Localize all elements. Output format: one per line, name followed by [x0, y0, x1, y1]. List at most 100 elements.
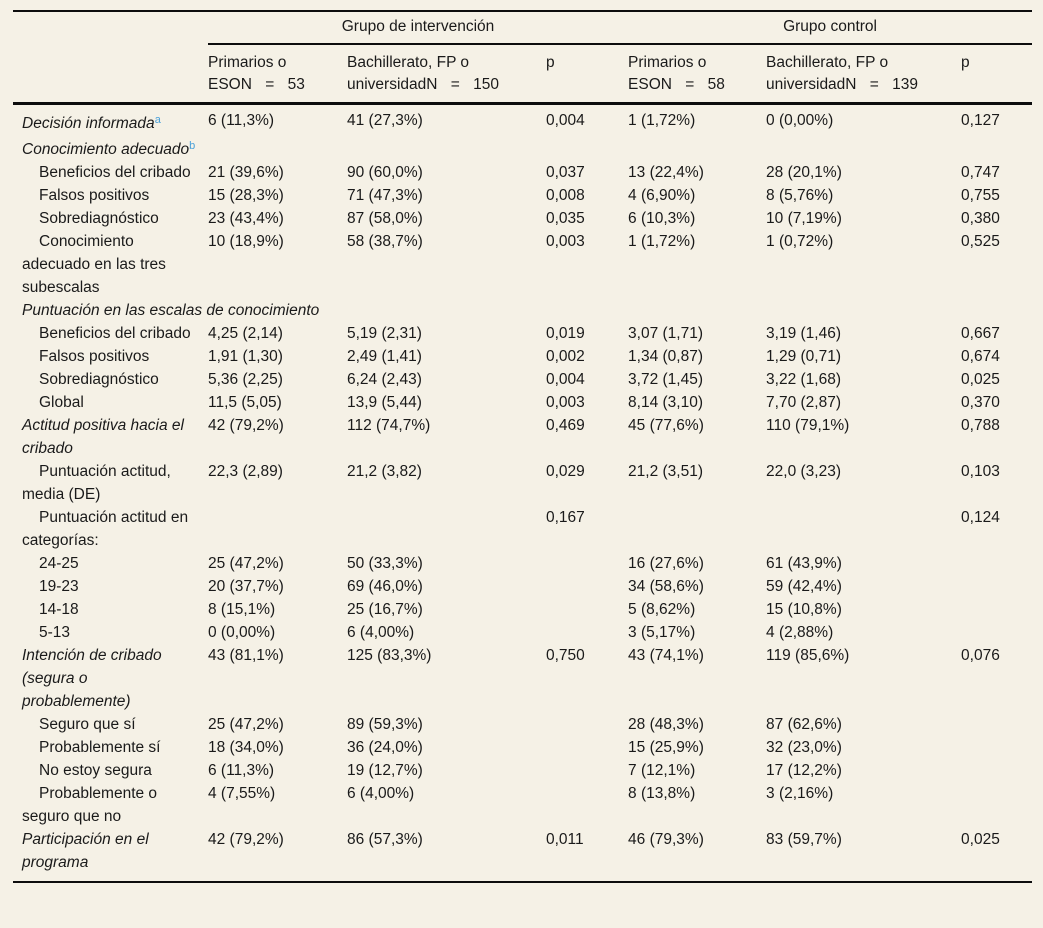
value-cell: 112 (74,7%)	[347, 417, 431, 434]
p-value-cell: 0,525	[961, 233, 1000, 250]
value-cell: 3,22 (1,68)	[766, 371, 841, 388]
p-value-cell: 0,076	[961, 647, 1000, 664]
row-label: Conocimiento adecuadob	[22, 140, 196, 158]
value-cell: 8 (5,76%)	[766, 187, 834, 204]
empty-cell	[961, 621, 1032, 644]
row-label-cell: Probablemente o seguro que no	[13, 782, 208, 828]
row-label: 24-25	[39, 555, 79, 572]
row-label-cell: Puntuación actitud en categorías:	[13, 506, 208, 552]
row-label: 19-23	[39, 578, 79, 595]
table-row: Sobrediagnóstico 23 (43,4%) 87 (58,0%) 0,03…	[13, 207, 1032, 230]
value-cell: 8 (15,1%)	[208, 601, 276, 618]
value-cell: 87 (62,6%)	[766, 716, 842, 733]
row-label-cell: Puntuación en las escalas de conocimient…	[13, 299, 1032, 322]
empty-cell	[961, 552, 1032, 575]
p-value-cell: 0,788	[961, 417, 1000, 434]
col-header-intervention-p: p	[546, 44, 629, 105]
empty-cell	[546, 736, 628, 759]
p-value-cell: 0,025	[961, 371, 1000, 388]
value-cell: 61 (43,9%)	[766, 555, 842, 572]
table-row: Participación en el programa 42 (79,2%) 86…	[13, 828, 1032, 882]
value-cell: 58 (38,7%)	[347, 233, 423, 250]
row-label-cell: Global	[13, 391, 208, 414]
col-header-control-p: p	[961, 44, 1033, 105]
empty-cell	[961, 736, 1032, 759]
table-row: Global 11,5 (5,05) 13,9 (5,44) 0,003 8,14 (3…	[13, 391, 1032, 414]
table-row: Intención de cribado (segura o probablem…	[13, 644, 1032, 713]
value-cell: 89 (59,3%)	[347, 716, 423, 733]
value-cell: 50 (33,3%)	[347, 555, 423, 572]
row-label: Puntuación actitud, media (DE)	[22, 463, 171, 503]
value-cell: 83 (59,7%)	[766, 831, 842, 848]
value-cell: 11,5 (5,05)	[208, 394, 282, 411]
row-label: Seguro que sí	[39, 716, 136, 733]
col-header-control-primary: Primarios o ESON = 58	[628, 44, 767, 105]
empty-cell	[546, 713, 628, 736]
p-value-cell: 0,469	[546, 417, 585, 434]
row-label: Sobrediagnóstico	[39, 210, 159, 227]
col-header-line2: ESON = 58	[628, 76, 725, 93]
empty-header-cell	[13, 44, 208, 105]
value-cell: 42 (79,2%)	[208, 417, 284, 434]
empty-cell	[961, 759, 1032, 782]
row-label-cell: Sobrediagnóstico	[13, 207, 208, 230]
value-cell: 59 (42,4%)	[766, 578, 842, 595]
value-cell: 13 (22,4%)	[628, 164, 704, 181]
value-cell: 25 (16,7%)	[347, 601, 423, 618]
value-cell: 42 (79,2%)	[208, 831, 284, 848]
row-label: Puntuación en las escalas de conocimient…	[22, 302, 320, 319]
value-cell: 20 (37,7%)	[208, 578, 284, 595]
p-value-cell: 0,667	[961, 325, 1000, 342]
value-cell: 6 (4,00%)	[347, 624, 415, 641]
value-cell: 69 (46,0%)	[347, 578, 423, 595]
table-row: Conocimiento adecuado en las tres subesc…	[13, 230, 1032, 299]
value-cell: 2,49 (1,41)	[347, 348, 422, 365]
value-cell: 6 (10,3%)	[628, 210, 696, 227]
col-header-intervention-secondary: Bachillerato, FP o universidadN = 150	[347, 44, 546, 105]
value-cell: 3,07 (1,71)	[628, 325, 703, 342]
value-cell: 3,19 (1,46)	[766, 325, 841, 342]
row-label: Conocimiento adecuado en las tres subesc…	[22, 233, 166, 296]
row-label-cell: 24-25	[13, 552, 208, 575]
row-label: No estoy segura	[39, 762, 152, 779]
value-cell: 13,9 (5,44)	[347, 394, 422, 411]
col-header-line1: Bachillerato, FP o	[347, 54, 470, 71]
p-value-cell: 0,370	[961, 394, 1000, 411]
table-row: Puntuación actitud, media (DE) 22,3 (2,89…	[13, 460, 1032, 506]
row-label-cell: Beneficios del cribado	[13, 322, 208, 345]
value-cell: 3 (2,16%)	[766, 785, 834, 802]
value-cell: 22,3 (2,89)	[208, 463, 283, 480]
empty-cell	[766, 506, 961, 552]
column-header-row: Primarios o ESON = 53 Bachillerato, FP o…	[13, 44, 1033, 105]
row-label: 5-13	[39, 624, 71, 641]
row-label-cell: Probablemente sí	[13, 736, 208, 759]
table-row: Decisión informadaa 6 (11,3%) 41 (27,3%) 0,…	[13, 104, 1032, 136]
row-label-cell: Actitud positiva hacia el cribado	[13, 414, 208, 460]
row-label-cell: No estoy segura	[13, 759, 208, 782]
value-cell: 1,34 (0,87)	[628, 348, 703, 365]
empty-cell	[546, 621, 628, 644]
table-row: Falsos positivos 15 (28,3%) 71 (47,3%) 0,00…	[13, 184, 1032, 207]
value-cell: 3,72 (1,45)	[628, 371, 703, 388]
p-value-cell: 0,002	[546, 348, 585, 365]
value-cell: 0 (0,00%)	[208, 624, 276, 641]
col-header-control-secondary: Bachillerato, FP o universidadN = 139	[766, 44, 962, 105]
row-label: Probablemente sí	[39, 739, 161, 756]
p-value-cell: 0,003	[546, 233, 585, 250]
row-label: Beneficios del cribado	[39, 325, 191, 342]
value-cell: 18 (34,0%)	[208, 739, 284, 756]
value-cell: 46 (79,3%)	[628, 831, 704, 848]
p-value-cell: 0,167	[546, 509, 585, 526]
col-header-intervention-primary: Primarios o ESON = 53	[208, 44, 347, 105]
value-cell: 6,24 (2,43)	[347, 371, 422, 388]
p-value-cell: 0,003	[546, 394, 585, 411]
p-value-cell: 0,035	[546, 210, 585, 227]
col-header-line2: ESON = 53	[208, 76, 305, 93]
row-label: Falsos positivos	[39, 187, 150, 204]
value-cell: 119 (85,6%)	[766, 647, 850, 664]
value-cell: 15 (25,9%)	[628, 739, 704, 756]
value-cell: 1 (1,72%)	[628, 233, 696, 250]
value-cell: 6 (11,3%)	[208, 762, 275, 779]
col-header-line1: Primarios o	[208, 54, 287, 71]
p-value-cell: 0,747	[961, 164, 1000, 181]
